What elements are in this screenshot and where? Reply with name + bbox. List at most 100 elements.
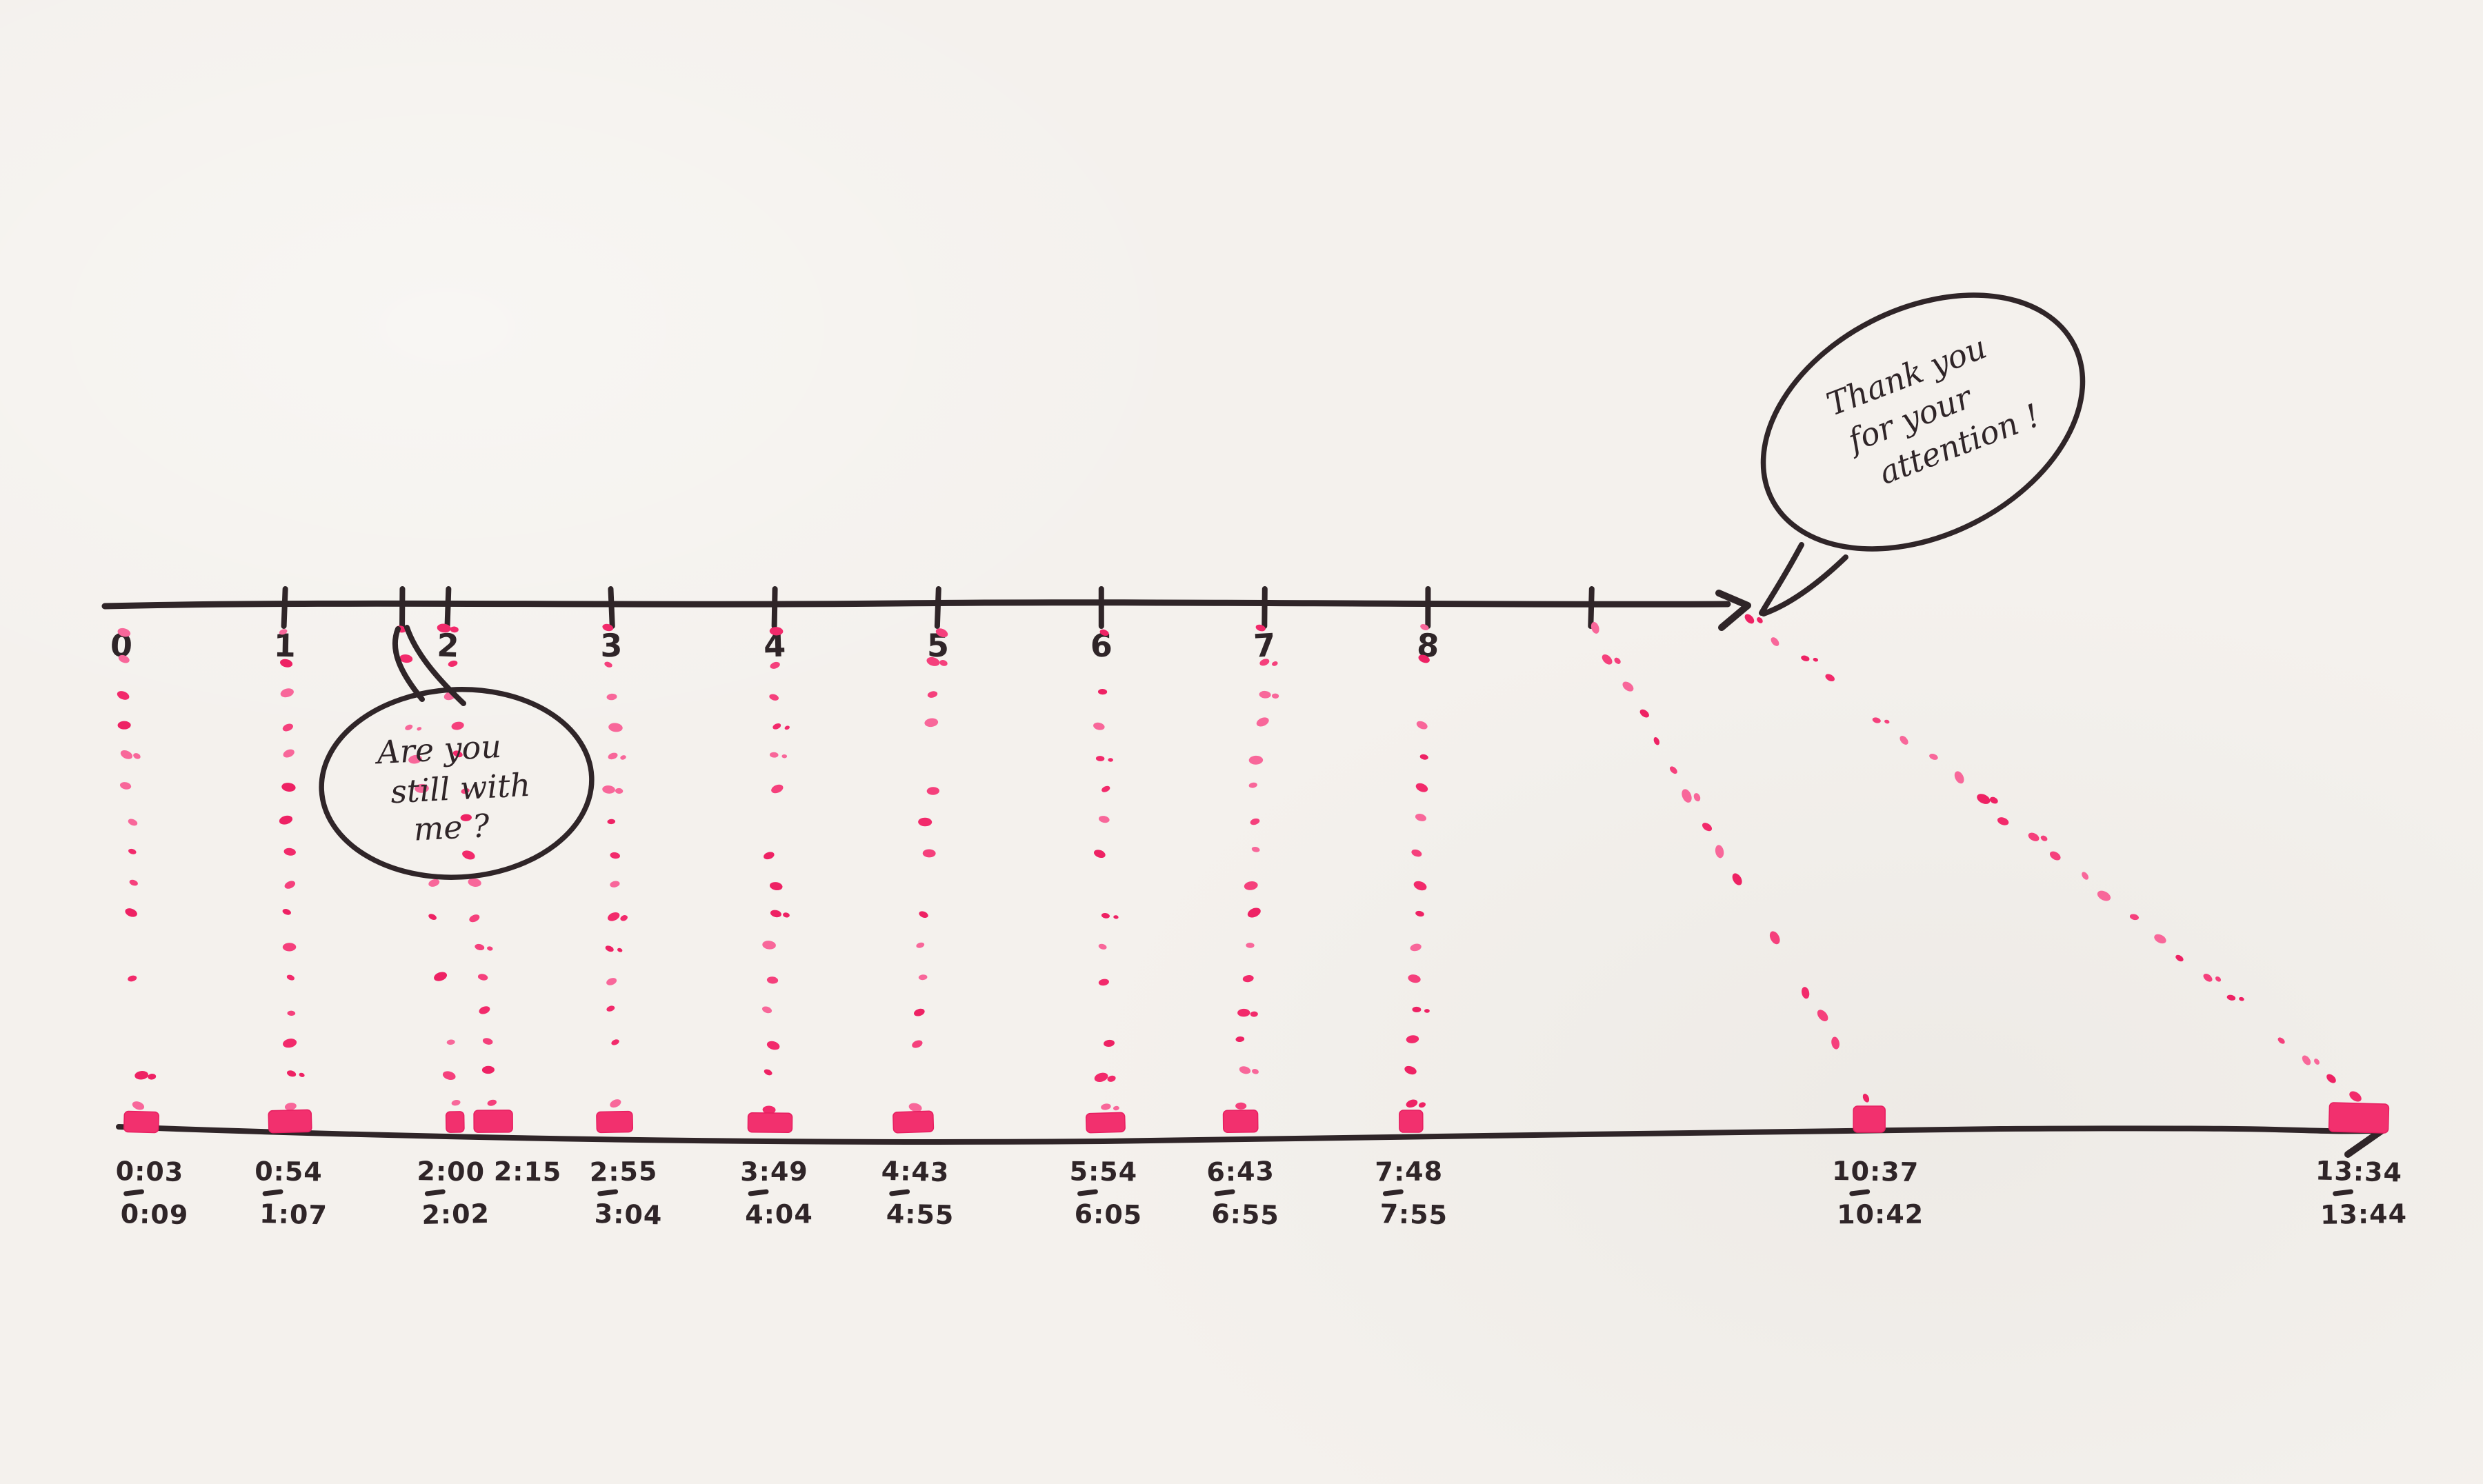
time-start-label: 3:49 xyxy=(740,1156,808,1187)
time-start-label: 10:37 xyxy=(1832,1156,1919,1187)
pink-dot xyxy=(608,723,623,732)
time-start-label: 0:03 xyxy=(115,1156,183,1187)
pink-dot xyxy=(408,754,422,764)
range-dash xyxy=(597,1189,619,1196)
pink-dot xyxy=(1098,943,1107,950)
pink-dot xyxy=(282,909,291,915)
pink-dot xyxy=(1108,758,1113,762)
pink-dot xyxy=(1239,1066,1251,1074)
time-end-label: 10:42 xyxy=(1837,1199,1924,1230)
top-axis-tick xyxy=(281,586,288,629)
pink-dot xyxy=(428,914,437,920)
range-dash xyxy=(424,1189,446,1196)
time-start-label: 2:00 xyxy=(417,1156,485,1187)
pink-dot xyxy=(132,1101,145,1110)
pink-dot xyxy=(1104,1039,1115,1047)
pink-dot xyxy=(284,881,296,889)
pink-dot xyxy=(487,946,493,951)
mapping-dotted-line xyxy=(908,628,948,1112)
pink-dot xyxy=(2049,851,2061,861)
pink-dot xyxy=(769,627,784,636)
pink-dot xyxy=(2239,996,2244,1001)
bubble-tail xyxy=(1759,542,1804,616)
thanks-speech-bubble: Thank you for your attention ! xyxy=(1759,292,2086,616)
range-dash xyxy=(1214,1189,1235,1196)
slide-number-label: 2 xyxy=(437,626,460,664)
highlighter-mark xyxy=(1853,1105,1886,1133)
pink-dot xyxy=(1406,1035,1419,1043)
pink-dot xyxy=(284,1103,297,1111)
pink-dot xyxy=(606,1005,615,1012)
pink-dot xyxy=(2175,954,2184,962)
pink-dot xyxy=(913,1008,925,1016)
pink-dot xyxy=(1757,617,1763,623)
pink-dot xyxy=(1251,1069,1259,1074)
pink-dot xyxy=(1256,717,1269,727)
pink-dot xyxy=(119,782,132,790)
top-axis-tick xyxy=(934,586,941,629)
pink-dot xyxy=(1404,1065,1417,1075)
pink-dot xyxy=(784,725,790,730)
pink-dot xyxy=(1242,975,1254,983)
time-range-label: 2:55 3:04 xyxy=(589,1156,662,1230)
highlighter-mark xyxy=(123,1110,159,1134)
pink-dot xyxy=(117,721,131,730)
mapping-dotted-line xyxy=(602,623,628,1108)
pink-dot xyxy=(1415,910,1424,917)
pink-dot xyxy=(770,910,781,918)
pink-dot xyxy=(2082,872,2088,880)
highlighter-mark xyxy=(1399,1110,1424,1133)
pink-dot xyxy=(1412,1006,1422,1013)
bubble-tail xyxy=(404,625,466,706)
pink-dot xyxy=(620,915,628,921)
question-speech-bubble: Are you still with me ? xyxy=(319,625,595,880)
pink-dot xyxy=(1418,654,1430,663)
pink-dot xyxy=(1250,818,1260,825)
pink-dot xyxy=(1884,719,1890,724)
pink-dot xyxy=(283,749,295,758)
pink-dot xyxy=(448,660,458,668)
pink-dot xyxy=(1259,659,1270,666)
pink-dot xyxy=(1259,690,1271,699)
pink-dot xyxy=(771,784,784,794)
bubble-tail xyxy=(392,626,425,702)
pink-dot xyxy=(1411,849,1422,857)
pink-dot xyxy=(605,945,614,952)
pink-dot xyxy=(2277,1037,2285,1044)
pink-dot xyxy=(762,1105,776,1114)
highlighter-mark xyxy=(268,1109,312,1134)
pink-dot xyxy=(1251,846,1260,852)
highlighter-mark xyxy=(893,1110,935,1134)
mapping-dotted-line xyxy=(117,628,157,1110)
pink-dot xyxy=(120,750,133,759)
pink-dot xyxy=(2326,1074,2336,1083)
pink-dot xyxy=(1237,1008,1250,1017)
time-end-label: 13:44 xyxy=(2320,1199,2408,1230)
time-range-label: 5:54 6:05 xyxy=(1069,1156,1142,1230)
pink-dot xyxy=(442,1071,456,1081)
pink-dot xyxy=(617,947,623,952)
pink-dot xyxy=(1413,881,1427,891)
pink-dot xyxy=(2215,976,2222,982)
pink-dot xyxy=(1715,845,1724,859)
pink-dot xyxy=(1113,1105,1119,1111)
slide-number-label: 3 xyxy=(600,627,623,665)
pink-dot xyxy=(451,1099,461,1106)
pink-dot xyxy=(286,974,295,981)
time-range-label: 10:37 10:42 xyxy=(1832,1156,1924,1230)
time-range-label: 0:03 0:09 xyxy=(115,1156,188,1230)
pink-dot xyxy=(1272,661,1278,666)
time-end-label: 1:07 xyxy=(259,1199,328,1231)
mapping-dotted-line xyxy=(1235,624,1279,1110)
pink-dot xyxy=(606,693,617,701)
pink-dot xyxy=(1702,823,1713,832)
time-start-label: 4:43 xyxy=(881,1156,950,1188)
time-range-label: 13:34 13:44 xyxy=(2315,1155,2407,1230)
pink-dot xyxy=(1406,1099,1418,1108)
pink-dot xyxy=(1093,850,1106,859)
pink-dot xyxy=(279,629,288,635)
pink-dot xyxy=(912,1040,923,1048)
pink-dot xyxy=(479,1006,490,1014)
pink-dot xyxy=(927,691,938,698)
highlighter-mark xyxy=(2328,1102,2390,1134)
